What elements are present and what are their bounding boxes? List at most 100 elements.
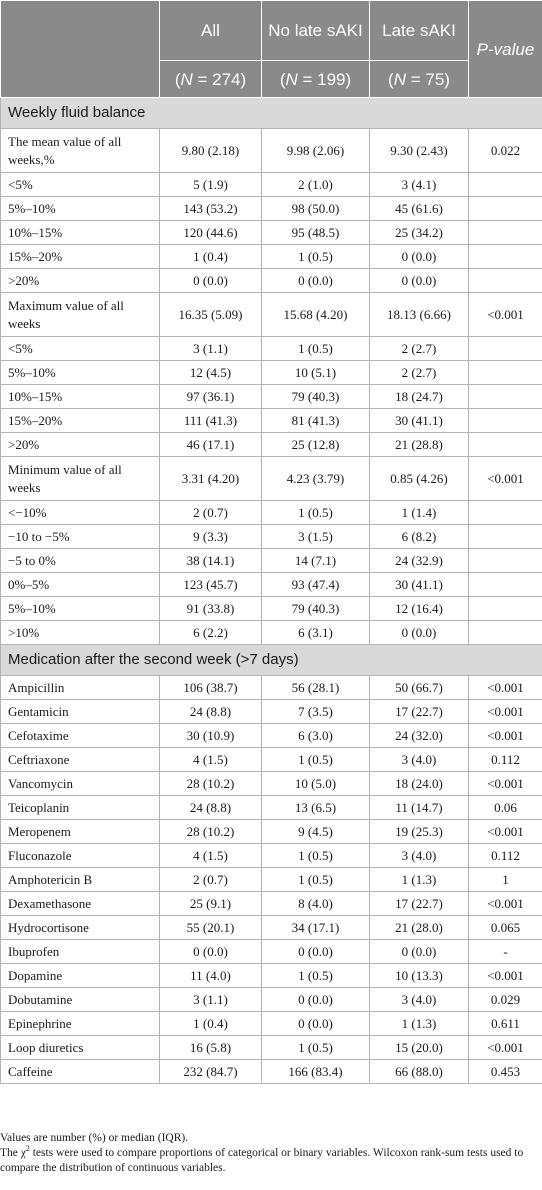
table-row: >20% 0 (0.0) 0 (0.0) 0 (0.0) (0, 268, 542, 293)
cell-late-saki: 21 (28.0) (369, 915, 469, 940)
cell-p-value: 0.112 (468, 747, 542, 772)
cell-late-saki: 19 (25.3) (369, 819, 469, 844)
results-table: All No late sAKI Late sAKI P-value (N = … (0, 0, 542, 1084)
table-row: Gentamicin 24 (8.8) 7 (3.5) 17 (22.7) <0.001 (0, 699, 542, 724)
cell-all: 28 (10.2) (159, 771, 262, 796)
row-label: 5%–10% (0, 196, 160, 221)
table-row: 10%–15% 97 (36.1) 79 (40.3) 18 (24.7) (0, 384, 542, 409)
row-label: <5% (0, 172, 160, 197)
cell-all: 0 (0.0) (159, 939, 262, 964)
cell-p-value: <0.001 (468, 292, 542, 337)
table-row: Caffeine 232 (84.7) 166 (83.4) 66 (88.0) 0.4… (0, 1059, 542, 1084)
cell-all: 11 (4.0) (159, 963, 262, 988)
cell-p-value: 0.022 (468, 128, 542, 173)
cell-late-saki: 18.13 (6.66) (369, 292, 469, 337)
cell-p-value (468, 268, 542, 293)
cell-p-value (468, 384, 542, 409)
row-label: Dobutamine (0, 987, 160, 1012)
cell-all: 4 (1.5) (159, 843, 262, 868)
cell-all: 46 (17.1) (159, 432, 262, 457)
row-label: Ceftriaxone (0, 747, 160, 772)
cell-p-value: <0.001 (468, 699, 542, 724)
cell-no-late-saki: 1 (0.5) (261, 1035, 370, 1060)
cell-p-value (468, 548, 542, 573)
cell-late-saki: 0 (0.0) (369, 244, 469, 269)
section-title: Weekly fluid balance (0, 97, 542, 129)
cell-no-late-saki: 1 (0.5) (261, 244, 370, 269)
row-label: >20% (0, 268, 160, 293)
cell-no-late-saki: 9 (4.5) (261, 819, 370, 844)
cell-late-saki: 21 (28.8) (369, 432, 469, 457)
table-row: Minimum value of all weeks 3.31 (4.20) 4.2… (0, 456, 542, 501)
row-label: Cefotaxime (0, 723, 160, 748)
table-row: Epinephrine 1 (0.4) 0 (0.0) 1 (1.3) 0.611 (0, 1011, 542, 1036)
header-n-all: (N = 274) (159, 60, 262, 98)
cell-all: 91 (33.8) (159, 596, 262, 621)
row-label: 10%–15% (0, 384, 160, 409)
table-row: 15%–20% 1 (0.4) 1 (0.5) 0 (0.0) (0, 244, 542, 269)
table-row: Dexamethasone 25 (9.1) 8 (4.0) 17 (22.7) <0.… (0, 891, 542, 916)
cell-all: 16 (5.8) (159, 1035, 262, 1060)
cell-late-saki: 1 (1.4) (369, 500, 469, 525)
cell-p-value: <0.001 (468, 891, 542, 916)
row-label: Ibuprofen (0, 939, 160, 964)
cell-p-value (468, 572, 542, 597)
cell-no-late-saki: 0 (0.0) (261, 1011, 370, 1036)
row-label: −10 to −5% (0, 524, 160, 549)
row-label: Ampicillin (0, 675, 160, 700)
cell-all: 55 (20.1) (159, 915, 262, 940)
cell-all: 25 (9.1) (159, 891, 262, 916)
table-row: The mean value of all weeks,% 9.80 (2.18)… (0, 128, 542, 173)
table-row: Fluconazole 4 (1.5) 1 (0.5) 3 (4.0) 0.112 (0, 843, 542, 868)
cell-no-late-saki: 0 (0.0) (261, 939, 370, 964)
cell-p-value (468, 596, 542, 621)
header-blank-cell (0, 0, 160, 98)
table-footnotes: Values are number (%) or median (IQR). T… (0, 1131, 542, 1176)
cell-no-late-saki: 0 (0.0) (261, 987, 370, 1012)
cell-no-late-saki: 8 (4.0) (261, 891, 370, 916)
cell-no-late-saki: 34 (17.1) (261, 915, 370, 940)
table-row: >10% 6 (2.2) 6 (3.1) 0 (0.0) (0, 620, 542, 645)
cell-no-late-saki: 10 (5.0) (261, 771, 370, 796)
header-row: All No late sAKI Late sAKI P-value (0, 0, 542, 98)
row-label: <5% (0, 336, 160, 361)
cell-late-saki: 0 (0.0) (369, 939, 469, 964)
cell-late-saki: 0 (0.0) (369, 268, 469, 293)
cell-late-saki: 3 (4.0) (369, 843, 469, 868)
cell-all: 3 (1.1) (159, 336, 262, 361)
table-row: Hydrocortisone 55 (20.1) 34 (17.1) 21 (28.0… (0, 915, 542, 940)
cell-p-value: 0.065 (468, 915, 542, 940)
cell-all: 16.35 (5.09) (159, 292, 262, 337)
cell-all: 123 (45.7) (159, 572, 262, 597)
cell-all: 111 (41.3) (159, 408, 262, 433)
cell-all: 0 (0.0) (159, 268, 262, 293)
table-row: 10%–15% 120 (44.6) 95 (48.5) 25 (34.2) (0, 220, 542, 245)
cell-p-value: 0.453 (468, 1059, 542, 1084)
table-row: Meropenem 28 (10.2) 9 (4.5) 19 (25.3) <0.001 (0, 819, 542, 844)
footnote-tests: The χ2 tests were used to compare propor… (0, 1144, 524, 1174)
table-row: Cefotaxime 30 (10.9) 6 (3.0) 24 (32.0) <0.00… (0, 723, 542, 748)
cell-no-late-saki: 1 (0.5) (261, 336, 370, 361)
cell-p-value (468, 336, 542, 361)
row-label: Maximum value of all weeks (0, 292, 160, 337)
cell-p-value: 1 (468, 867, 542, 892)
row-label: Meropenem (0, 819, 160, 844)
cell-late-saki: 30 (41.1) (369, 572, 469, 597)
table-row: −5 to 0% 38 (14.1) 14 (7.1) 24 (32.9) (0, 548, 542, 573)
row-label: 15%–20% (0, 408, 160, 433)
cell-no-late-saki: 79 (40.3) (261, 384, 370, 409)
cell-late-saki: 17 (22.7) (369, 699, 469, 724)
row-label: Teicoplanin (0, 795, 160, 820)
row-label: 15%–20% (0, 244, 160, 269)
section-header-row: Weekly fluid balance (0, 97, 542, 129)
cell-no-late-saki: 56 (28.1) (261, 675, 370, 700)
cell-all: 24 (8.8) (159, 795, 262, 820)
cell-all: 38 (14.1) (159, 548, 262, 573)
cell-p-value (468, 620, 542, 645)
table-row: 5%–10% 91 (33.8) 79 (40.3) 12 (16.4) (0, 596, 542, 621)
cell-p-value (468, 220, 542, 245)
cell-late-saki: 66 (88.0) (369, 1059, 469, 1084)
cell-no-late-saki: 25 (12.8) (261, 432, 370, 457)
row-label: −5 to 0% (0, 548, 160, 573)
